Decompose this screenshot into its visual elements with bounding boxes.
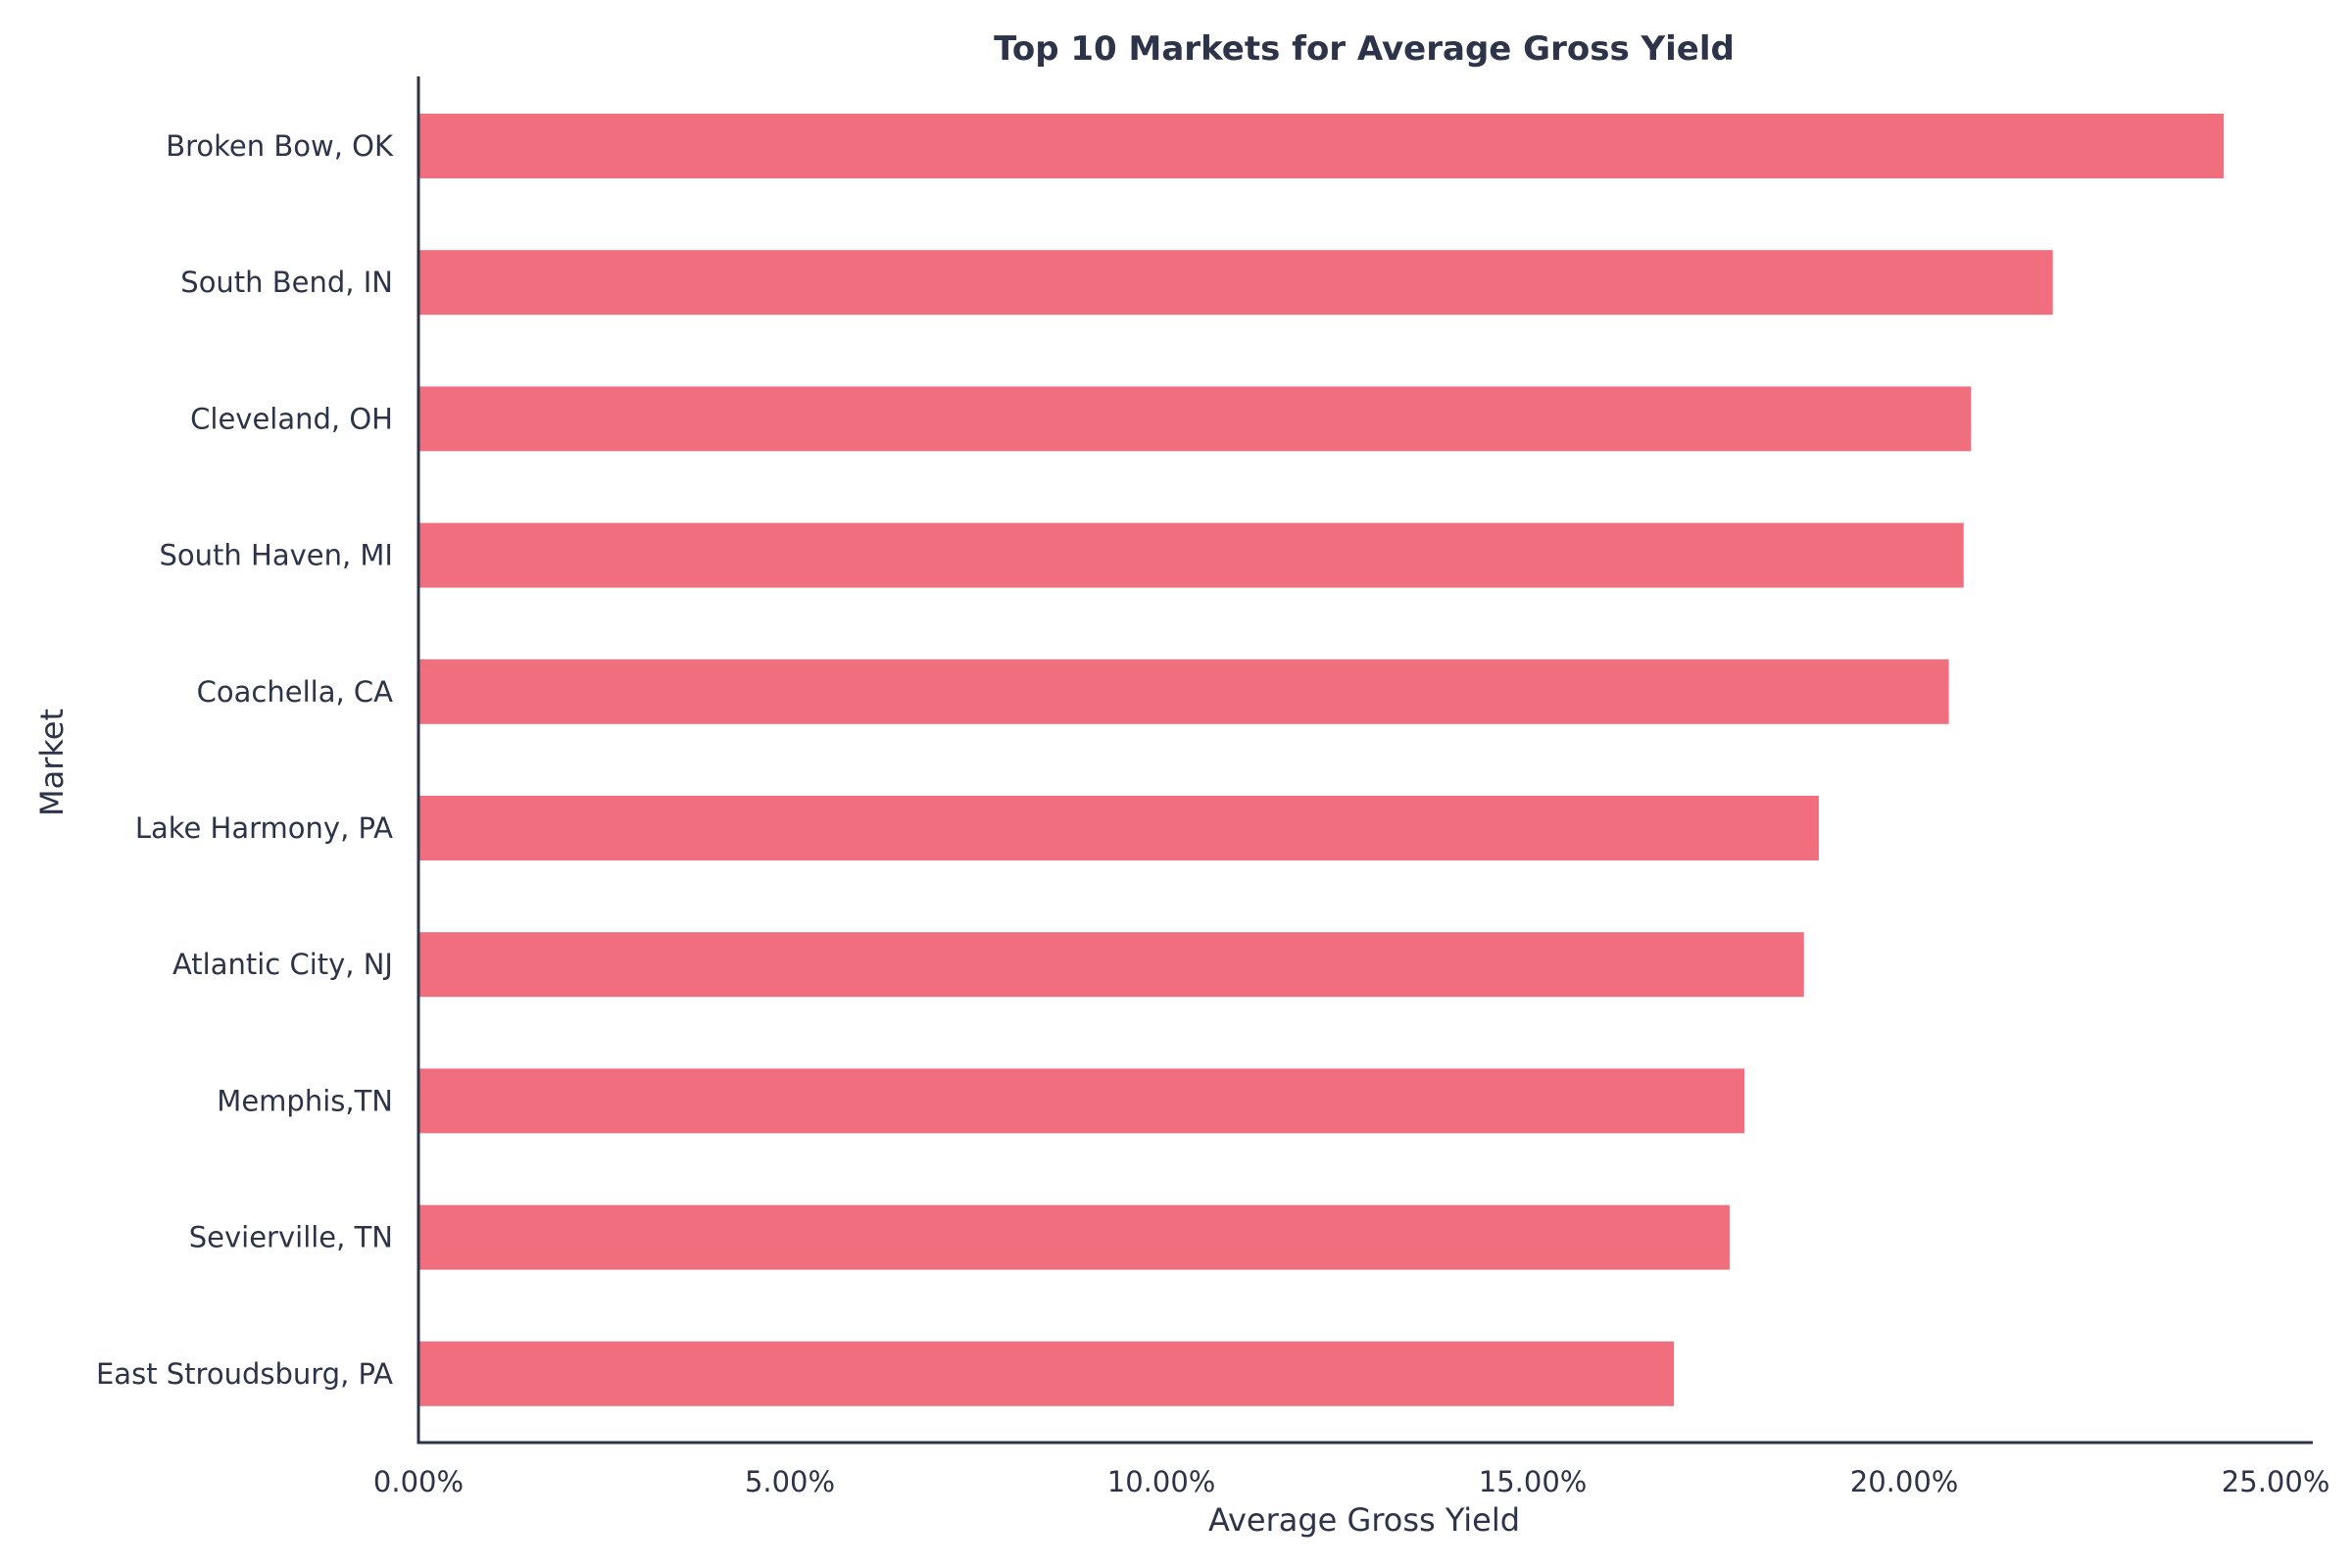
bar-2 (418, 386, 1972, 452)
bar-4 (418, 659, 1949, 724)
bars-group (418, 114, 2225, 1406)
bar-5 (418, 796, 1819, 860)
bar-9 (418, 1341, 1675, 1406)
y-tick-labels: Broken Bow, OK South Bend, IN Cleveland, O… (96, 129, 394, 1391)
y-tick-label: Memphis,TN (217, 1084, 393, 1117)
x-tick-labels: 0.00% 5.00% 10.00% 15.00% 20.00% 25.00% (373, 1465, 2329, 1498)
bar-1 (418, 250, 2053, 316)
y-tick-label: Broken Bow, OK (166, 129, 394, 163)
y-tick-label: Cleveland, OH (190, 402, 393, 435)
x-tick-label: 10.00% (1107, 1465, 1216, 1498)
x-tick-label: 15.00% (1479, 1465, 1588, 1498)
x-tick-label: 5.00% (745, 1465, 835, 1498)
bar-7 (418, 1068, 1745, 1134)
x-tick-label: 25.00% (2222, 1465, 2330, 1498)
y-tick-label: Coachella, CA (197, 675, 393, 709)
chart-title: Top 10 Markets for Average Gross Yield (994, 29, 1735, 69)
y-tick-label: Atlantic City, NJ (172, 948, 393, 981)
y-tick-label: Lake Harmony, PA (135, 811, 393, 845)
y-tick-label: East Stroudsburg, PA (96, 1357, 393, 1391)
y-axis-label: Market (33, 709, 71, 816)
x-axis-label: Average Gross Yield (1208, 1501, 1520, 1539)
bar-6 (418, 932, 1804, 998)
bar-0 (418, 114, 2225, 178)
x-tick-label: 20.00% (1850, 1465, 1959, 1498)
y-tick-label: South Bend, IN (180, 266, 393, 299)
y-tick-label: Sevierville, TN (189, 1221, 393, 1254)
bar-3 (418, 522, 1964, 588)
y-tick-label: South Haven, MI (160, 539, 393, 572)
x-tick-label: 0.00% (373, 1465, 464, 1498)
bar-8 (418, 1204, 1730, 1270)
